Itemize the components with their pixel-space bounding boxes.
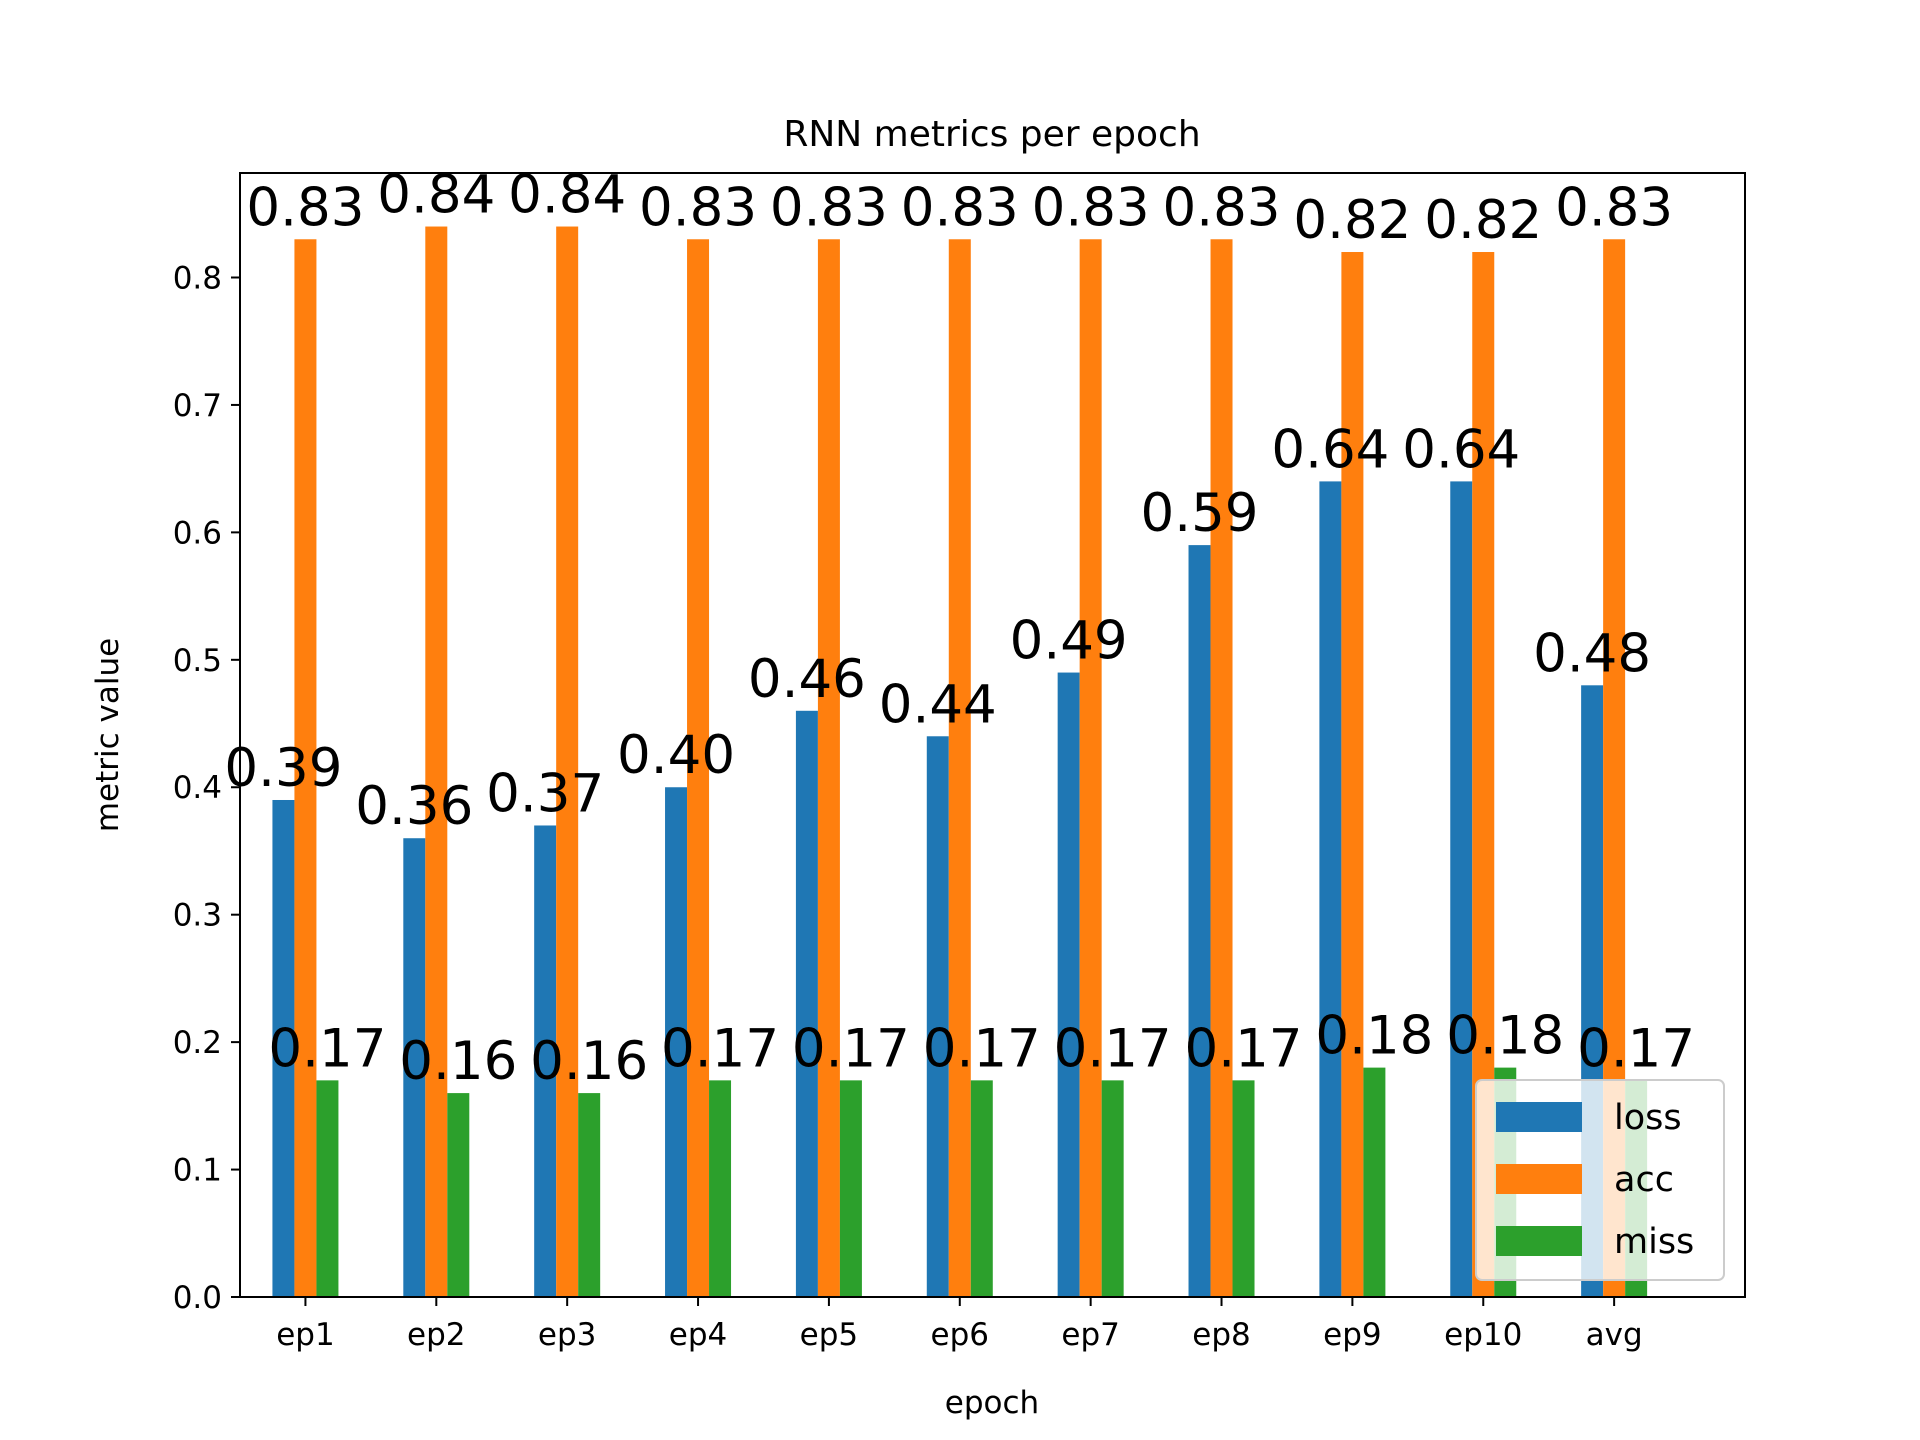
bar-miss-ep3 bbox=[578, 1093, 600, 1297]
x-tick-label-ep4: ep4 bbox=[669, 1317, 727, 1353]
bar-miss-ep4 bbox=[709, 1080, 731, 1297]
y-tick-label-0.2: 0.2 bbox=[173, 1025, 222, 1061]
bar-label-miss-ep3: 0.16 bbox=[530, 1031, 648, 1092]
x-tick-label-ep9: ep9 bbox=[1323, 1317, 1381, 1353]
bar-label-acc-avg: 0.83 bbox=[1555, 177, 1673, 238]
bar-label-acc-ep8: 0.83 bbox=[1163, 177, 1281, 238]
bar-acc-ep9 bbox=[1341, 252, 1363, 1297]
y-tick-label-0.0: 0.0 bbox=[173, 1280, 222, 1316]
bar-label-loss-ep10: 0.64 bbox=[1402, 419, 1520, 480]
bar-label-miss-avg: 0.17 bbox=[1577, 1018, 1695, 1079]
bar-miss-ep6 bbox=[971, 1080, 993, 1297]
bar-label-loss-ep4: 0.40 bbox=[617, 725, 735, 786]
bar-label-loss-avg: 0.48 bbox=[1533, 623, 1651, 684]
bar-label-acc-ep7: 0.83 bbox=[1032, 177, 1150, 238]
legend-label-miss: miss bbox=[1614, 1222, 1694, 1262]
bar-acc-ep8 bbox=[1211, 239, 1233, 1297]
bar-label-loss-ep5: 0.46 bbox=[748, 649, 866, 710]
bar-acc-ep6 bbox=[949, 239, 971, 1297]
legend-label-acc: acc bbox=[1614, 1160, 1674, 1200]
bar-loss-ep6 bbox=[927, 736, 949, 1297]
bar-label-miss-ep7: 0.17 bbox=[1054, 1018, 1172, 1079]
bar-loss-ep9 bbox=[1319, 481, 1341, 1297]
bar-label-loss-ep7: 0.49 bbox=[1010, 611, 1128, 672]
x-tick-label-ep2: ep2 bbox=[407, 1317, 465, 1353]
y-tick-label-0.5: 0.5 bbox=[173, 643, 222, 679]
bar-label-acc-ep1: 0.83 bbox=[246, 177, 364, 238]
bar-miss-ep9 bbox=[1363, 1068, 1385, 1297]
bar-label-loss-ep1: 0.39 bbox=[224, 738, 342, 799]
legend-swatch-acc bbox=[1496, 1164, 1582, 1194]
bar-miss-ep7 bbox=[1102, 1080, 1124, 1297]
bar-label-acc-ep4: 0.83 bbox=[639, 177, 757, 238]
bar-label-loss-ep3: 0.37 bbox=[486, 763, 604, 824]
bar-label-acc-ep10: 0.82 bbox=[1424, 190, 1542, 251]
bar-miss-ep2 bbox=[447, 1093, 469, 1297]
bar-label-miss-ep8: 0.17 bbox=[1185, 1018, 1303, 1079]
bar-loss-ep7 bbox=[1058, 673, 1080, 1297]
x-tick-label-ep8: ep8 bbox=[1192, 1317, 1250, 1353]
bar-label-loss-ep6: 0.44 bbox=[879, 674, 997, 735]
x-tick-label-ep1: ep1 bbox=[276, 1317, 334, 1353]
bar-label-miss-ep2: 0.16 bbox=[399, 1031, 517, 1092]
y-tick-label-0.8: 0.8 bbox=[173, 260, 222, 296]
bar-label-loss-ep9: 0.64 bbox=[1271, 419, 1389, 480]
bar-loss-ep5 bbox=[796, 711, 818, 1297]
bar-label-miss-ep10: 0.18 bbox=[1446, 1006, 1564, 1067]
bar-acc-ep5 bbox=[818, 239, 840, 1297]
bar-miss-ep5 bbox=[840, 1080, 862, 1297]
legend-swatch-miss bbox=[1496, 1226, 1582, 1256]
x-axis-label: epoch bbox=[945, 1385, 1039, 1421]
y-axis-label: metric value bbox=[90, 638, 126, 832]
bar-label-acc-ep5: 0.83 bbox=[770, 177, 888, 238]
x-tick-label-ep6: ep6 bbox=[931, 1317, 989, 1353]
bar-label-miss-ep6: 0.17 bbox=[923, 1018, 1041, 1079]
x-tick-label-ep3: ep3 bbox=[538, 1317, 596, 1353]
bar-label-loss-ep8: 0.59 bbox=[1141, 483, 1259, 544]
x-tick-label-ep10: ep10 bbox=[1444, 1317, 1522, 1353]
y-tick-label-0.6: 0.6 bbox=[173, 515, 222, 551]
bar-miss-ep8 bbox=[1233, 1080, 1255, 1297]
y-tick-label-0.7: 0.7 bbox=[173, 388, 222, 424]
bar-label-acc-ep9: 0.82 bbox=[1293, 190, 1411, 251]
legend-label-loss: loss bbox=[1614, 1098, 1682, 1138]
bar-label-miss-ep4: 0.17 bbox=[661, 1018, 779, 1079]
bar-label-loss-ep2: 0.36 bbox=[355, 776, 473, 837]
bar-label-miss-ep1: 0.17 bbox=[268, 1018, 386, 1079]
y-tick-label-0.4: 0.4 bbox=[173, 770, 222, 806]
bar-loss-ep10 bbox=[1450, 481, 1472, 1297]
chart-title: RNN metrics per epoch bbox=[783, 114, 1200, 155]
y-tick-label-0.1: 0.1 bbox=[173, 1153, 222, 1189]
legend: loss acc miss bbox=[1476, 1080, 1724, 1280]
y-tick-label-0.3: 0.3 bbox=[173, 898, 222, 934]
bar-acc-ep2 bbox=[425, 227, 447, 1297]
legend-swatch-loss bbox=[1496, 1102, 1582, 1132]
bar-label-miss-ep5: 0.17 bbox=[792, 1018, 910, 1079]
x-tick-label-ep5: ep5 bbox=[800, 1317, 858, 1353]
bar-label-acc-ep6: 0.83 bbox=[901, 177, 1019, 238]
bar-label-miss-ep9: 0.18 bbox=[1315, 1006, 1433, 1067]
x-tick-label-ep7: ep7 bbox=[1061, 1317, 1119, 1353]
bar-acc-ep7 bbox=[1080, 239, 1102, 1297]
bar-loss-ep8 bbox=[1189, 545, 1211, 1297]
x-tick-label-avg: avg bbox=[1586, 1317, 1643, 1353]
bar-miss-ep1 bbox=[316, 1080, 338, 1297]
bar-acc-ep3 bbox=[556, 227, 578, 1297]
